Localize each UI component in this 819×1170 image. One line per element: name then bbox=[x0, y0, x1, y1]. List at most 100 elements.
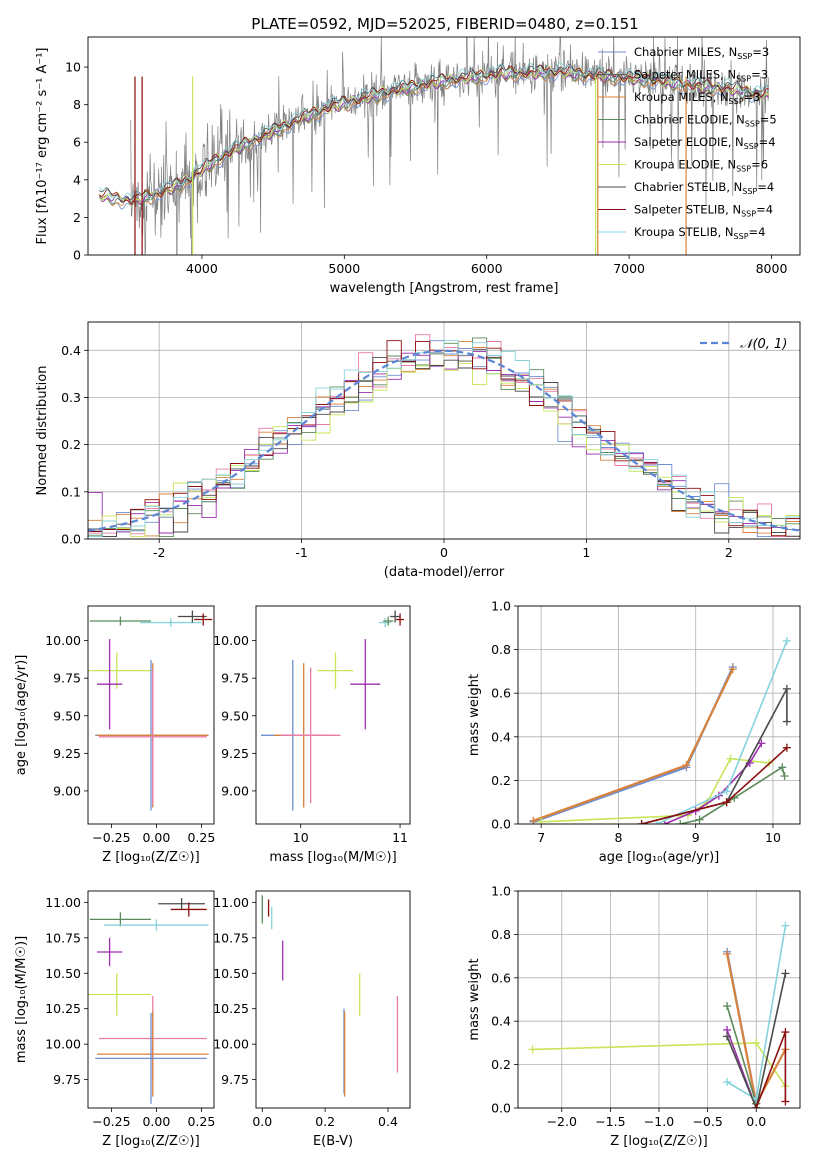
panel-spectrum: 4000 5000 6000 7000 8000 0 2 4 6 8 10 wavelength [A… bbox=[35, 36, 801, 296]
x-tick-label: 9 bbox=[692, 830, 700, 845]
y-tick-label: 11.00 bbox=[45, 895, 81, 910]
model-spectrum bbox=[99, 63, 769, 203]
y-tick-label: 9.00 bbox=[53, 783, 81, 798]
legend-label: Chabrier ELODIE, NSSP=5 bbox=[634, 113, 777, 129]
errorbar-point bbox=[317, 652, 354, 689]
figure-title: PLATE=0592, MJD=52025, FIBERID=0480, z=0… bbox=[251, 15, 638, 33]
x-tick-label: 0.00 bbox=[142, 1114, 170, 1129]
x-tick-label: −0.25 bbox=[92, 830, 130, 845]
y-tick-label: 0.0 bbox=[491, 1101, 511, 1116]
series-line bbox=[726, 973, 787, 1108]
series-marker bbox=[676, 820, 685, 824]
legend-item: Kroupa ELODIE, NSSP=6 bbox=[598, 158, 768, 174]
errorbar-point bbox=[396, 613, 405, 626]
errorbar-point bbox=[170, 902, 207, 917]
series-marker bbox=[752, 1038, 761, 1047]
panel-massweight_vs_age: 7 8 9 10 0.0 0.2 0.4 0.6 0.8 1.0 age [log₁₀(age/yr… bbox=[467, 599, 801, 865]
residual-legend: 𝒩(0, 1) bbox=[700, 337, 787, 352]
series-marker bbox=[778, 763, 787, 772]
plot-area bbox=[528, 921, 790, 1108]
x-tick-label: 0.00 bbox=[142, 830, 170, 845]
plot-area bbox=[99, 37, 770, 255]
y-tick-label: 0.8 bbox=[491, 642, 511, 657]
y-tick-label: 0.6 bbox=[491, 686, 511, 701]
y-tick-label: 10.00 bbox=[45, 633, 81, 648]
series-marker bbox=[723, 1077, 732, 1086]
y-axis-label: Flux [fλ10⁻¹⁷ erg cm⁻² s⁻¹ A⁻¹] bbox=[35, 48, 50, 245]
x-tick-label: 8000 bbox=[756, 261, 788, 276]
series-marker bbox=[782, 717, 791, 726]
errorbar-point bbox=[350, 639, 381, 730]
errorbar-point bbox=[97, 937, 123, 967]
y-tick-label: 1.0 bbox=[491, 884, 511, 899]
y-tick-label: 0.4 bbox=[491, 729, 511, 744]
x-tick-label: 2 bbox=[725, 545, 733, 560]
y-tick-label: 9.75 bbox=[53, 671, 81, 686]
errorbar-point bbox=[88, 652, 151, 689]
x-tick-label: 0.25 bbox=[187, 830, 215, 845]
x-tick-label: −0.25 bbox=[92, 1114, 130, 1129]
series-marker bbox=[781, 921, 790, 930]
errorbar-point bbox=[97, 1011, 209, 1097]
spectrum-legend: Chabrier MILES, NSSP=3 Salpeter MILES, NS… bbox=[598, 45, 777, 241]
plot-area bbox=[261, 895, 399, 1097]
panel-mass_vs_EBV: 0.0 0.2 0.4 9.75 10.00 10.25 10.50 10.75 11.00 E(… bbox=[213, 890, 411, 1149]
y-tick-label: 0.0 bbox=[491, 817, 511, 832]
y-axis-label: mass weight bbox=[467, 674, 482, 756]
series-marker bbox=[723, 949, 732, 958]
series-line bbox=[641, 747, 788, 824]
y-tick-label: 9.75 bbox=[221, 671, 249, 686]
panel-residuals: -2 -1 0 1 2 0.0 0.1 0.2 0.3 0.4 (data-model)/error… bbox=[35, 321, 801, 580]
y-tick-label: 9.50 bbox=[53, 708, 81, 723]
x-tick-label: −1.5 bbox=[595, 1114, 625, 1129]
series-marker bbox=[726, 754, 735, 763]
x-tick-label: 8 bbox=[614, 830, 622, 845]
y-tick-label: 10.00 bbox=[45, 1037, 81, 1052]
panel-mass_vs_Z: −0.25 0.00 0.25 9.75 10.00 10.25 10.50 10.75 11.… bbox=[14, 890, 215, 1149]
y-tick-label: 0.3 bbox=[61, 390, 81, 405]
series-line bbox=[726, 1005, 757, 1104]
y-tick-label: 0 bbox=[73, 248, 81, 263]
errorbar-point bbox=[280, 667, 341, 803]
legend-item: Chabrier MILES, NSSP=3 bbox=[598, 45, 769, 61]
series-marker bbox=[722, 798, 731, 807]
normal-curve bbox=[88, 349, 800, 532]
x-tick-label: 7000 bbox=[613, 261, 645, 276]
errorbar-point bbox=[158, 898, 205, 910]
legend-label: Salpeter MILES, NSSP=3 bbox=[634, 68, 768, 84]
series-marker bbox=[653, 820, 662, 824]
x-axis-label: age [log₁₀(age/yr)] bbox=[599, 850, 720, 865]
legend-item: Chabrier STELIB, NSSP=4 bbox=[598, 180, 774, 196]
legend-item: Kroupa STELIB, NSSP=4 bbox=[598, 225, 765, 241]
y-tick-label: 0.8 bbox=[491, 927, 511, 942]
y-tick-label: 11.00 bbox=[213, 895, 249, 910]
errorbar-point bbox=[95, 1012, 207, 1104]
legend-item: Salpeter MILES, NSSP=3 bbox=[598, 68, 768, 84]
series-marker bbox=[780, 772, 789, 781]
series-marker bbox=[637, 820, 646, 824]
y-tick-label: 0.0 bbox=[61, 532, 81, 547]
series-line bbox=[533, 666, 734, 823]
y-tick-label: 0.4 bbox=[61, 343, 81, 358]
y-tick-label: 9.50 bbox=[221, 708, 249, 723]
errorbar-point bbox=[88, 973, 151, 1016]
model-spectrum bbox=[99, 64, 769, 205]
panel-age_vs_Z: −0.25 0.00 0.25 9.00 9.25 9.50 9.75 10.00 Z [log… bbox=[14, 605, 215, 865]
plot-area bbox=[88, 334, 800, 538]
plot-area bbox=[88, 898, 209, 1104]
y-axis-label: mass weight bbox=[467, 958, 482, 1040]
legend-label: Chabrier MILES, NSSP=3 bbox=[634, 45, 769, 61]
errorbar-point bbox=[89, 912, 151, 927]
errorbar-point bbox=[383, 616, 394, 626]
y-tick-label: 10.00 bbox=[213, 633, 249, 648]
legend-label: Kroupa MILES, NSSP=3 bbox=[634, 90, 760, 106]
x-tick-label: −2.0 bbox=[547, 1114, 577, 1129]
plot-area bbox=[88, 610, 213, 811]
x-tick-label: 11 bbox=[392, 830, 408, 845]
y-axis-label: age [log₁₀(age/yr)] bbox=[14, 655, 29, 776]
legend-item: Chabrier ELODIE, NSSP=5 bbox=[598, 113, 777, 129]
x-tick-label: 5000 bbox=[328, 261, 360, 276]
errorbar-point bbox=[97, 639, 123, 730]
y-tick-label: 10.25 bbox=[45, 1001, 81, 1016]
